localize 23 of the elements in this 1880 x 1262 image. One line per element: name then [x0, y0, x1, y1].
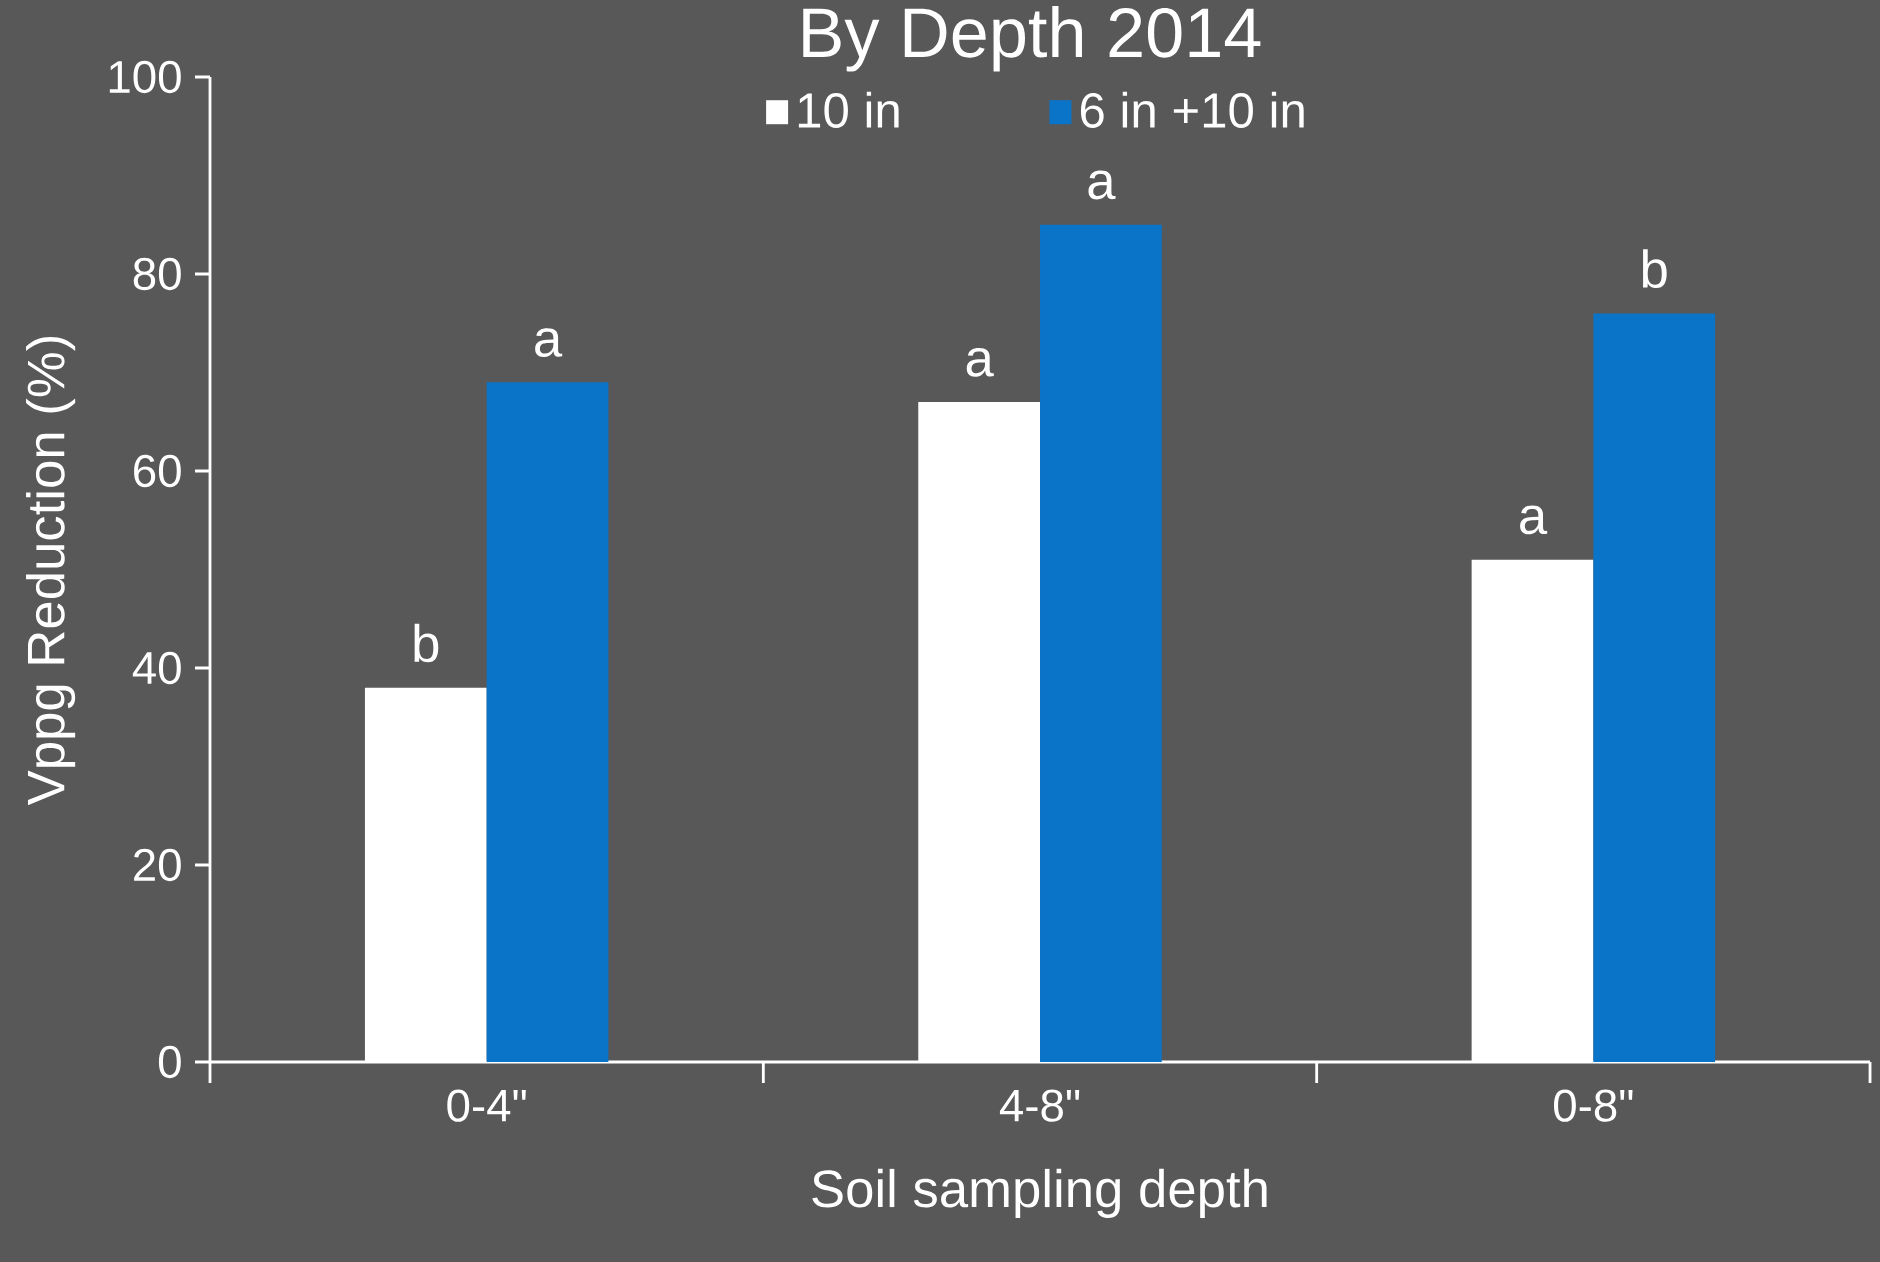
bar	[486, 382, 609, 1062]
y-tick-label: 0	[158, 1045, 181, 1079]
bar	[1040, 224, 1162, 1062]
y-tick-label: 80	[133, 257, 181, 291]
legend-label: 6 in +10 in	[1080, 91, 1304, 128]
y-tick-label: 100	[109, 60, 181, 94]
data-label: b	[414, 623, 439, 663]
x-tick-label: 0-4"	[447, 1089, 526, 1122]
y-tick-label: 60	[134, 454, 181, 488]
y-axis-title: Vppg Reduction (%)	[26, 336, 76, 806]
y-tick-label: 20	[134, 848, 181, 882]
y-tick-label: 40	[132, 651, 181, 685]
x-tick-label: 4-8"	[999, 1089, 1080, 1122]
bar	[1593, 313, 1716, 1062]
data-label: a	[1520, 505, 1548, 535]
legend-label: 10 in	[798, 91, 899, 128]
data-label: a	[535, 328, 563, 358]
data-label: b	[1642, 249, 1667, 289]
data-label: a	[1088, 170, 1116, 200]
x-tick-label: 0-8"	[1554, 1089, 1633, 1122]
x-axis-title: Soil sampling depth	[812, 1168, 1267, 1218]
chart-title: By Depth 2014	[803, 6, 1261, 72]
data-label: a	[966, 347, 994, 377]
